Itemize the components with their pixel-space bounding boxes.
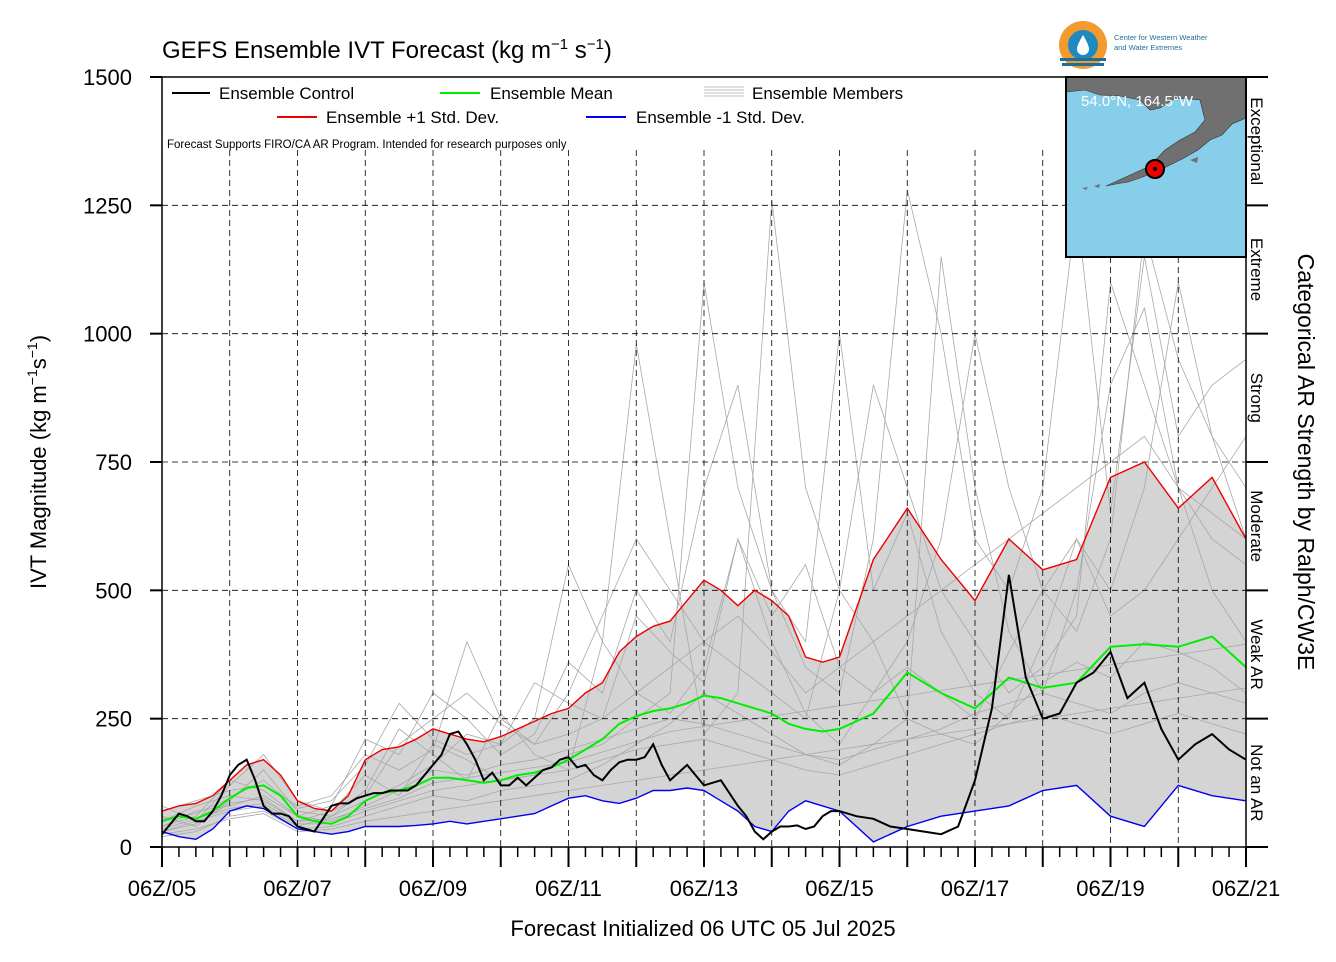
category-label: Not an AR <box>1247 744 1266 822</box>
x-tick-label: 06Z/07 <box>263 876 332 901</box>
y-tick-label: 500 <box>95 578 132 603</box>
x-tick-label: 06Z/09 <box>399 876 468 901</box>
member-line-1 <box>161 189 1247 827</box>
y-tick-label: 1500 <box>83 65 132 90</box>
x-tick-label: 06Z/21 <box>1212 876 1281 901</box>
logo-text-line1: Center for Western Weather <box>1114 33 1208 42</box>
control-line <box>161 574 1247 841</box>
member-line-3 <box>161 230 1247 832</box>
member-line-8 <box>161 643 1247 832</box>
y-axis-label: IVT Magnitude (kg m−1s−1) <box>24 335 51 589</box>
grid-lines <box>162 150 1246 847</box>
y-tick-label: 1250 <box>83 193 132 218</box>
category-label: Moderate <box>1247 490 1266 562</box>
y-tick-label: 1000 <box>83 322 132 347</box>
research-note: Forecast Supports FIRO/CA AR Program. In… <box>167 139 567 151</box>
axes: 0 250 500 750 1000 1250 1500 06Z/05 06Z/07 06Z/09… <box>83 65 1280 901</box>
x-tick-label: 06Z/11 <box>535 876 602 901</box>
y-tick-label: 0 <box>120 835 132 860</box>
mean-line <box>161 635 1247 825</box>
legend-minus-label: Ensemble -1 Std. Dev. <box>636 108 805 127</box>
y-tick-label: 750 <box>95 450 132 475</box>
right-axis-label: Categorical AR Strength by Ralph/CW3E <box>1293 254 1319 671</box>
category-label: Strong <box>1247 373 1266 423</box>
x-tick-label: 06Z/05 <box>128 876 197 901</box>
x-tick-label: 06Z/19 <box>1076 876 1145 901</box>
x-tick-label: 06Z/17 <box>941 876 1010 901</box>
map-frame <box>1065 76 1247 258</box>
category-label: Exceptional <box>1247 97 1266 185</box>
legend-mean-label: Ensemble Mean <box>490 84 613 103</box>
legend: Ensemble Control Ensemble Mean Ensemble … <box>167 84 903 151</box>
chart-title: GEFS Ensemble IVT Forecast (kg m−1 s−1) <box>162 36 612 64</box>
plus-std-line <box>161 461 1247 812</box>
map-coord-label: 54.0°N, 164.5°W <box>1081 93 1194 110</box>
legend-plus-label: Ensemble +1 Std. Dev. <box>326 108 499 127</box>
cw3e-logo: Center for Western Weather and Water Ext… <box>1059 21 1208 69</box>
inset-map: 54.0°N, 164.5°W <box>1065 76 1247 258</box>
y-tick-label: 250 <box>95 707 132 732</box>
x-axis-label: Forecast Initialized 06 UTC 05 Jul 2025 <box>510 916 895 941</box>
x-tick-label: 06Z/13 <box>670 876 739 901</box>
category-label: Weak AR <box>1247 619 1266 690</box>
legend-control-label: Ensemble Control <box>219 84 354 103</box>
logo-drop-icon <box>1077 35 1089 55</box>
logo-text-line2: and Water Extremes <box>1114 43 1182 52</box>
x-tick-label: 06Z/15 <box>805 876 874 901</box>
category-label: Extreme <box>1247 238 1266 301</box>
summary-series <box>161 461 1247 843</box>
legend-members-label: Ensemble Members <box>752 84 903 103</box>
legend-members-swatch <box>704 86 744 97</box>
